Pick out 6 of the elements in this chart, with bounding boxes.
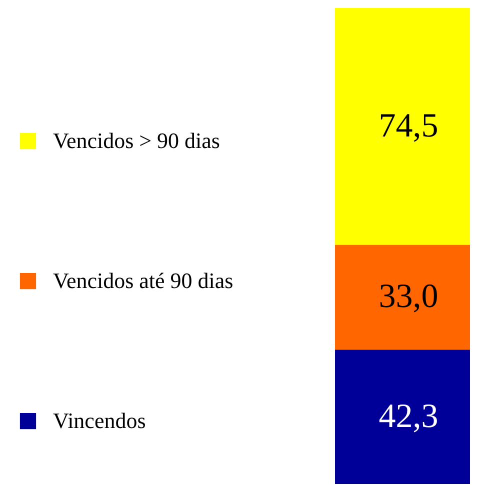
legend-label: Vencidos > 90 dias xyxy=(53,128,220,153)
legend-label: Vencidos até 90 dias xyxy=(53,268,234,293)
data-label: 74,5 xyxy=(378,107,438,144)
data-label: 42,3 xyxy=(378,398,438,435)
data-label: 33,0 xyxy=(378,278,438,316)
legend-label: Vincendos xyxy=(53,408,146,433)
